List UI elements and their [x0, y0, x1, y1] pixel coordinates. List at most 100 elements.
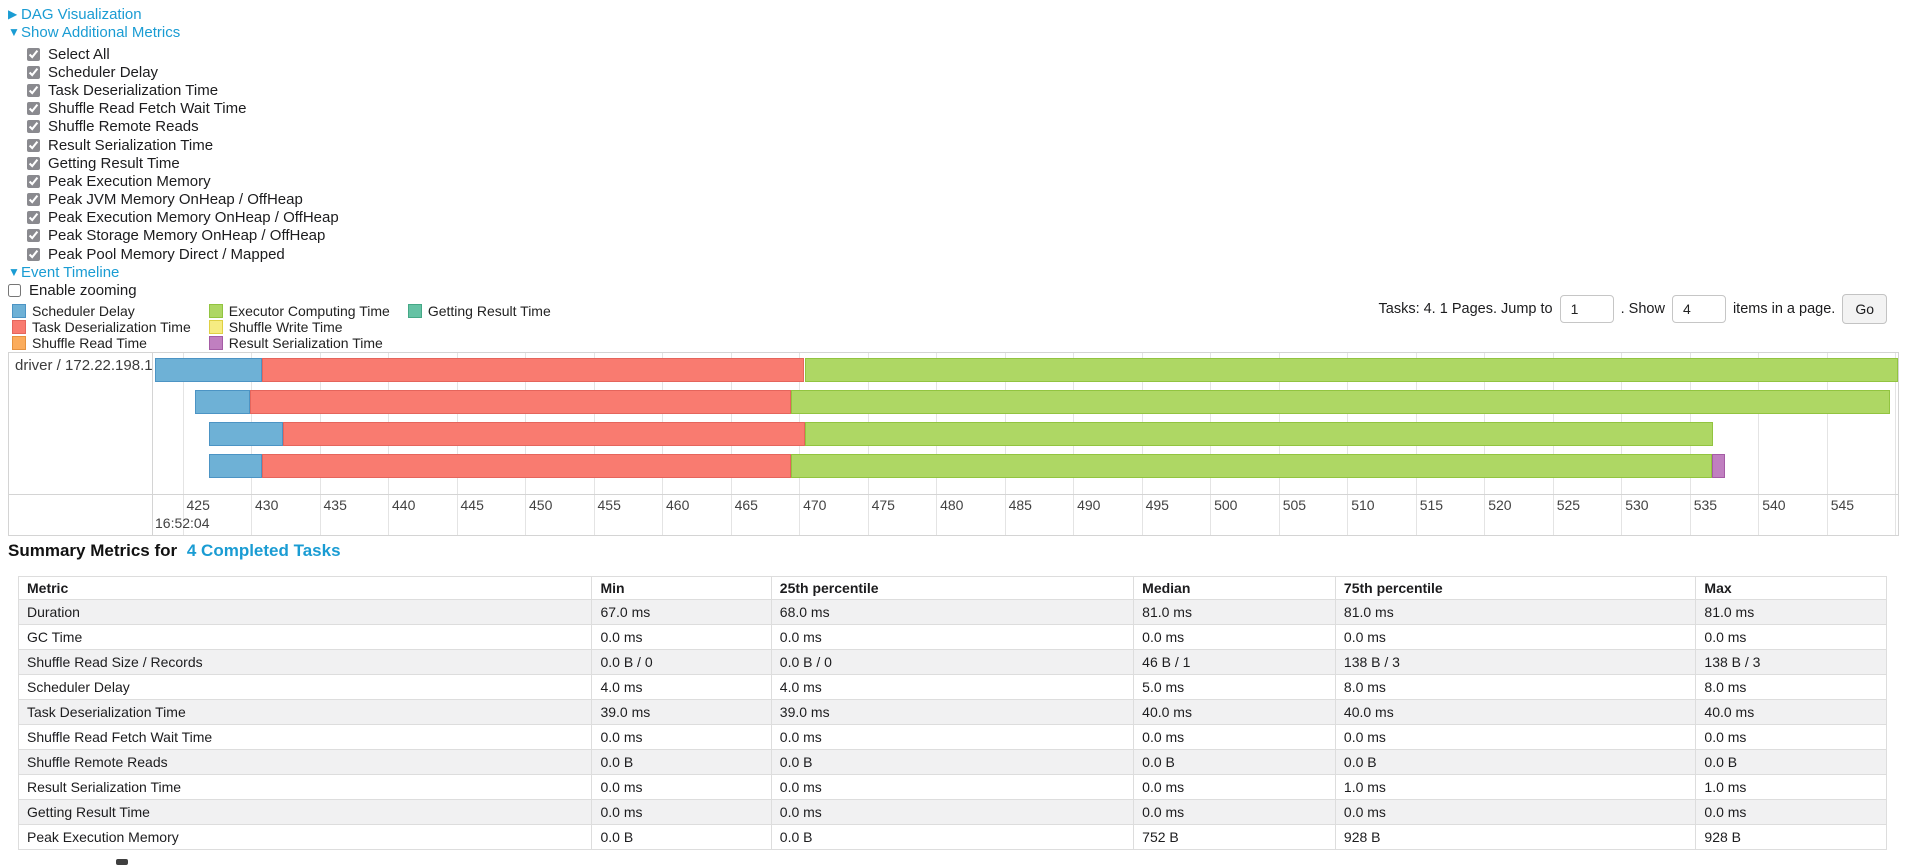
task-bar-task-deserialization[interactable] [282, 422, 805, 446]
task-bar-scheduler-delay[interactable] [208, 454, 262, 478]
metric-value-cell: 138 B / 3 [1334, 649, 1697, 675]
metric-checkbox[interactable] [27, 156, 40, 170]
jump-to-page-input[interactable] [1559, 295, 1614, 323]
table-row: Shuffle Read Size / Records 0.0 B / 0 0.0 … [17, 649, 1887, 675]
enable-zooming-label: Enable zooming [29, 281, 137, 299]
timeline-gridline [1758, 353, 1760, 535]
table-row: Task Deserialization Time 39.0 ms 39.0 ms 4… [17, 699, 1887, 725]
task-bar-executor-computing[interactable] [804, 358, 1898, 382]
axis-tick-label: 520 [1488, 497, 1512, 513]
metric-checkbox-label: Peak Execution Memory OnHeap / OffHeap [48, 209, 339, 227]
task-bar-executor-computing[interactable] [790, 454, 1712, 478]
legend-item: Shuffle Write Time [208, 319, 390, 335]
metric-checkbox[interactable] [27, 174, 40, 188]
task-bar-executor-computing[interactable] [790, 390, 1890, 414]
completed-tasks-link[interactable]: 4 Completed Tasks [186, 541, 341, 560]
task-bar-executor-computing[interactable] [804, 422, 1713, 446]
metric-checkbox-row[interactable]: Task Deserialization Time [27, 81, 339, 99]
metric-checkbox[interactable] [27, 211, 40, 225]
metric-checkbox[interactable] [27, 102, 40, 116]
metric-value-cell: 5.0 ms [1133, 674, 1336, 700]
metric-checkbox[interactable] [27, 65, 40, 79]
metric-checkbox-row[interactable]: Shuffle Read Fetch Wait Time [27, 100, 339, 118]
metric-checkbox[interactable] [27, 247, 40, 261]
items-per-page-input[interactable] [1671, 295, 1726, 323]
metric-value-cell: 0.0 ms [1133, 799, 1336, 825]
task-bar-scheduler-delay[interactable] [208, 422, 283, 446]
axis-tick-label: 530 [1625, 497, 1649, 513]
metric-checkbox-label: Result Serialization Time [48, 136, 214, 154]
legend-label: Result Serialization Time [228, 335, 383, 351]
metric-checkbox[interactable] [27, 120, 40, 134]
show-text: . Show [1620, 301, 1665, 317]
axis-tick-label: 445 [460, 497, 484, 513]
metric-checkbox[interactable] [27, 229, 40, 243]
timeline-legend: Scheduler Delay Task Deserialization Time… [12, 303, 551, 351]
enable-zooming-row[interactable]: Enable zooming [8, 281, 137, 299]
task-bar-task-deserialization[interactable] [261, 454, 791, 478]
task-bar-task-deserialization[interactable] [249, 390, 791, 414]
table-row: Duration 67.0 ms 68.0 ms 81.0 ms 81.0 ms 81.0… [17, 599, 1887, 625]
dag-visualization-link[interactable]: DAG Visualization [21, 5, 142, 23]
metric-checkbox-row[interactable]: Peak Pool Memory Direct / Mapped [27, 245, 339, 263]
go-button[interactable]: Go [1842, 294, 1887, 324]
column-header: 25th percentile [770, 576, 1135, 600]
legend-item: Result Serialization Time [208, 335, 390, 351]
task-deserialization-legend-swatch-icon [12, 320, 26, 334]
axis-tick-label: 480 [940, 497, 964, 513]
table-body: Duration 67.0 ms 68.0 ms 81.0 ms 81.0 ms 81.0… [17, 599, 1887, 850]
task-bar-scheduler-delay[interactable] [194, 390, 250, 414]
metric-checkbox[interactable] [27, 83, 40, 97]
metric-value-cell: 752 B [1133, 824, 1336, 850]
timeline-gridline [182, 353, 184, 535]
section-show-additional-metrics[interactable]: Show Additional Metrics [8, 23, 180, 41]
metric-checkbox-row[interactable]: Scheduler Delay [27, 63, 339, 81]
metric-value-cell: 8.0 ms [1334, 674, 1697, 700]
metric-checkbox-label: Getting Result Time [48, 154, 180, 172]
task-bar-task-deserialization[interactable] [261, 358, 805, 382]
metric-checkbox-row[interactable]: Peak JVM Memory OnHeap / OffHeap [27, 191, 339, 209]
metric-value-cell: 1.0 ms [1334, 774, 1697, 800]
metric-checkbox[interactable] [27, 193, 40, 207]
metric-value-cell: 0.0 ms [1133, 624, 1336, 650]
event-timeline-link[interactable]: Event Timeline [21, 263, 120, 281]
metric-value-cell: 0.0 B [1133, 749, 1336, 775]
metric-value-cell: 0.0 ms [770, 624, 1135, 650]
metric-checkbox-row[interactable]: Getting Result Time [27, 154, 339, 172]
metric-checkbox-row[interactable]: Shuffle Remote Reads [27, 118, 339, 136]
metric-checkbox-row[interactable]: Peak Storage Memory OnHeap / OffHeap [27, 227, 339, 245]
table-row: Getting Result Time 0.0 ms 0.0 ms 0.0 ms 0.0… [17, 799, 1887, 825]
metric-name-cell: Duration [17, 599, 593, 625]
section-dag-visualization[interactable]: DAG Visualization [8, 5, 142, 23]
axis-tick-label: 515 [1419, 497, 1444, 513]
table-row: Shuffle Remote Reads 0.0 B 0.0 B 0.0 B 0.0 B… [17, 749, 1887, 775]
task-bar-result-serialization[interactable] [1711, 454, 1726, 478]
metric-checkbox-row[interactable]: Select All [27, 45, 339, 63]
enable-zooming-checkbox[interactable] [8, 283, 21, 297]
additional-metrics-checkbox-list: Select All Scheduler Delay Task Deserializ… [27, 45, 339, 263]
task-bar-scheduler-delay[interactable] [155, 358, 262, 382]
metric-value-cell: 0.0 B [770, 824, 1135, 850]
column-header: Min [591, 576, 772, 600]
axis-tick-label: 450 [529, 497, 553, 513]
metric-value-cell: 0.0 ms [770, 724, 1135, 750]
axis-tick-label: 430 [255, 497, 279, 513]
legend-item: Shuffle Read Time [12, 335, 191, 351]
axis-divider-line [9, 494, 1898, 495]
column-header: Median [1133, 576, 1336, 600]
metric-checkbox[interactable] [27, 138, 40, 152]
metric-checkbox-row[interactable]: Peak Execution Memory [27, 172, 339, 190]
show-additional-metrics-link[interactable]: Show Additional Metrics [21, 23, 181, 41]
metric-checkbox[interactable] [27, 47, 40, 61]
metric-value-cell: 138 B / 3 [1695, 649, 1887, 675]
table-row: Peak Execution Memory 0.0 B 0.0 B 752 B 928 … [17, 824, 1887, 850]
metric-checkbox-row[interactable]: Result Serialization Time [27, 136, 339, 154]
collapsed-arrow-icon [8, 5, 21, 23]
section-event-timeline[interactable]: Event Timeline [8, 263, 119, 281]
metric-value-cell: 0.0 ms [1133, 774, 1336, 800]
metric-value-cell: 40.0 ms [1695, 699, 1887, 725]
metric-value-cell: 0.0 ms [591, 724, 772, 750]
metric-name-cell: Task Deserialization Time [17, 699, 593, 725]
metric-value-cell: 4.0 ms [770, 674, 1135, 700]
metric-checkbox-row[interactable]: Peak Execution Memory OnHeap / OffHeap [27, 209, 339, 227]
